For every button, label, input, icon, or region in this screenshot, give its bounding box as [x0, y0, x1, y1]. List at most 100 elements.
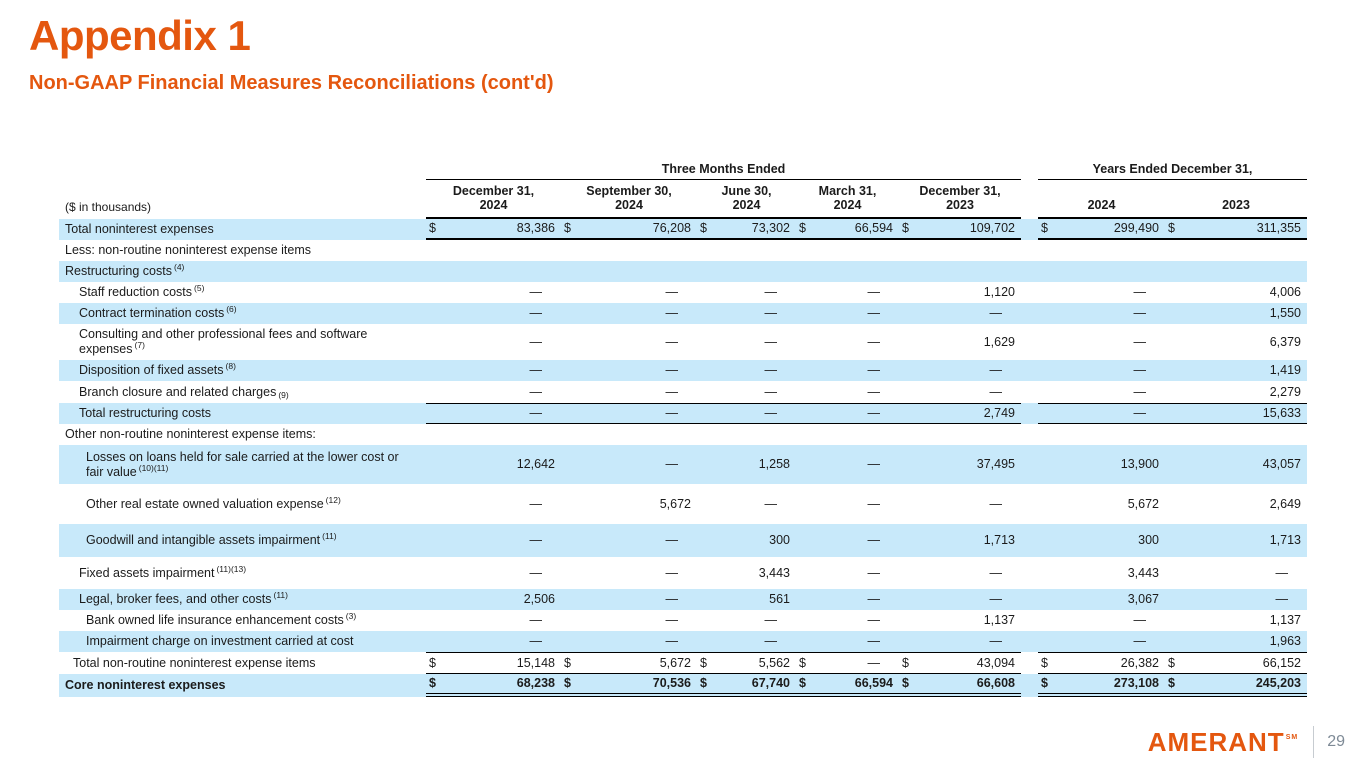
cell-value: $66,608	[899, 674, 1021, 697]
cell-value: —	[426, 324, 561, 360]
cell-value: 1,137	[899, 610, 1021, 631]
value-text: —	[867, 334, 881, 349]
table-row: Core noninterest expenses $68,238 $70,536 $…	[59, 674, 1307, 697]
cell-value	[426, 261, 561, 282]
cell-value	[561, 240, 697, 261]
value-text: 273,108	[1113, 676, 1159, 690]
footer: AMERANTSM 29	[1148, 726, 1345, 758]
value-text: —	[529, 306, 543, 320]
value-text: —	[989, 592, 1003, 606]
value-text: —	[665, 406, 679, 420]
cell-value: —	[697, 282, 796, 303]
value-text: 15,633	[1262, 406, 1301, 420]
row-label: Legal, broker fees, and other costs (11)	[79, 590, 288, 606]
value-text: —	[764, 634, 778, 648]
column-header: September 30, 2024	[561, 180, 697, 219]
cell-value: $311,355	[1165, 219, 1307, 240]
value-text: 1,629	[983, 334, 1015, 349]
cell-value: 2,749	[899, 403, 1021, 424]
cell-value	[1165, 261, 1307, 282]
value-text: —	[867, 592, 881, 606]
cell-value: —	[697, 303, 796, 324]
value-text: —	[665, 565, 679, 580]
value-text: —	[989, 384, 1003, 399]
cell-value: —	[426, 360, 561, 381]
dollar-sign: $	[902, 655, 909, 670]
row-label: Goodwill and intangible assets impairmen…	[86, 531, 337, 547]
column-gap	[1021, 445, 1038, 484]
cell-value: —	[561, 324, 697, 360]
value-text: —	[764, 334, 778, 349]
cell-value	[1038, 240, 1165, 261]
cell-value: —	[796, 445, 899, 484]
column-header: March 31, 2024	[796, 180, 899, 219]
value-text: 1,120	[983, 285, 1015, 299]
cell-value: $70,536	[561, 674, 697, 697]
cell-value: —	[426, 381, 561, 403]
dollar-sign: $	[1041, 655, 1048, 670]
table-row: Contract termination costs (6) — — — — — — 1,550	[59, 303, 1307, 324]
value-text: 1,963	[1269, 634, 1301, 648]
cell-value: $67,740	[697, 674, 796, 697]
cell-value: —	[561, 610, 697, 631]
cell-value: —	[1038, 324, 1165, 360]
value-text: 311,355	[1256, 221, 1301, 235]
cell-value: 6,379	[1165, 324, 1307, 360]
row-label: Losses on loans held for sale carried at…	[86, 449, 399, 479]
cell-value: —	[561, 524, 697, 557]
value-text: —	[1275, 592, 1289, 606]
column-gap	[1021, 557, 1038, 589]
cell-value: 1,629	[899, 324, 1021, 360]
value-text: 68,238	[516, 676, 555, 690]
cell-value: —	[561, 589, 697, 610]
cell-value: —	[1165, 557, 1307, 589]
dollar-sign: $	[1168, 676, 1175, 690]
value-text: —	[1275, 565, 1289, 580]
value-text: 2,279	[1269, 384, 1301, 399]
cell-value: $66,152	[1165, 652, 1307, 674]
footnote-reference: (12)	[325, 494, 341, 505]
cell-value: 43,057	[1165, 445, 1307, 484]
row-label: Restructuring costs (4)	[65, 262, 185, 278]
reconciliation-table: Three Months Ended Years Ended December …	[59, 162, 1307, 697]
table-row: Total non-routine noninterest expense it…	[59, 652, 1307, 674]
cell-value: —	[1038, 381, 1165, 403]
cell-value: 1,258	[697, 445, 796, 484]
column-header: December 31, 2024	[426, 180, 561, 219]
value-text: —	[764, 613, 778, 627]
value-text: —	[989, 565, 1003, 580]
value-text: —	[1133, 613, 1147, 627]
value-text: 109,702	[969, 221, 1015, 235]
value-text: 299,490	[1113, 221, 1159, 235]
value-text: —	[665, 592, 679, 606]
cell-value: —	[899, 303, 1021, 324]
cell-value: —	[426, 303, 561, 324]
value-text: —	[529, 384, 543, 399]
cell-value: —	[697, 324, 796, 360]
value-text: 300	[1138, 533, 1159, 547]
value-text: 26,382	[1120, 655, 1159, 670]
value-text: 70,536	[652, 676, 691, 690]
value-text: 37,495	[976, 457, 1015, 471]
cell-value: —	[899, 360, 1021, 381]
cell-value: —	[1038, 631, 1165, 652]
cell-value: 3,443	[697, 557, 796, 589]
value-text: —	[867, 634, 881, 648]
cell-value: —	[561, 403, 697, 424]
value-text: —	[1133, 285, 1147, 299]
value-text: —	[665, 634, 679, 648]
cell-value: —	[796, 610, 899, 631]
value-text: —	[529, 363, 543, 377]
cell-value: —	[426, 557, 561, 589]
table-row: Staff reduction costs (5) — — — — 1,120 — 4,006	[59, 282, 1307, 303]
value-text: —	[529, 334, 543, 349]
value-text: 3,443	[758, 565, 790, 580]
value-text: —	[867, 457, 881, 471]
value-text: —	[665, 533, 679, 547]
table-group-header-row: Three Months Ended Years Ended December …	[59, 162, 1307, 180]
cell-value	[796, 424, 899, 445]
row-label: Total restructuring costs	[79, 406, 211, 420]
cell-value: 12,642	[426, 445, 561, 484]
table-row: Impairment charge on investment carried …	[59, 631, 1307, 652]
value-text: 1,258	[758, 457, 790, 471]
